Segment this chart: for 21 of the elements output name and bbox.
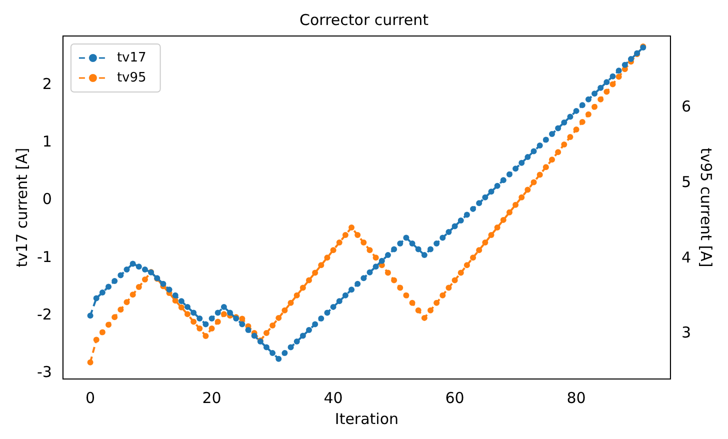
y-axis-title: tv17 current [A]: [12, 148, 31, 268]
chart-title: Corrector current: [300, 10, 429, 29]
x-tick-label: 0: [86, 388, 96, 407]
y2-tick-label: 4: [681, 248, 692, 266]
y-tick-label: -1: [36, 248, 52, 266]
x-tick-label: 60: [445, 388, 464, 407]
legend-label: tv95: [116, 70, 146, 86]
y2-axis-title: tv95 current [A]: [697, 148, 716, 268]
y-tick-label: -3: [36, 363, 52, 382]
y-tick-label: 1: [42, 132, 52, 151]
y-tick-label: 0: [42, 190, 52, 208]
x-tick-label: 20: [202, 388, 222, 407]
x-tick-label: 40: [324, 388, 343, 407]
y-tick-label: 2: [42, 74, 52, 93]
y2-tick-label: 6: [681, 98, 692, 116]
legend-label: tv17: [116, 50, 146, 66]
y2-tick-label: 3: [681, 324, 692, 342]
x-tick-label: 80: [566, 388, 586, 407]
x-axis-title: Iteration: [334, 410, 399, 428]
y-tick-label: -2: [36, 305, 52, 324]
y2-tick-label: 5: [681, 172, 692, 191]
